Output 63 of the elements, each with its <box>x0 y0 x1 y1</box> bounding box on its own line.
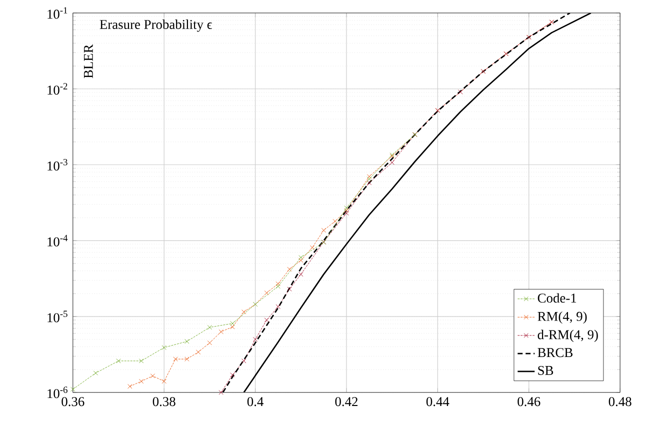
point <box>287 286 292 292</box>
point <box>150 373 156 378</box>
point <box>264 317 270 322</box>
legend-label: d-RM(4, 9) <box>538 330 598 342</box>
x-tick-label: 0.36 <box>62 396 84 406</box>
point <box>116 358 121 364</box>
point <box>344 205 349 210</box>
point <box>332 218 338 224</box>
point <box>366 176 372 182</box>
point <box>230 372 235 378</box>
point <box>207 340 212 346</box>
point <box>366 180 372 185</box>
point <box>252 336 258 342</box>
y-tick-label: 10$^{-2}$ <box>48 82 68 94</box>
point <box>162 378 166 384</box>
point <box>184 338 190 344</box>
point <box>298 254 304 260</box>
point <box>173 356 178 362</box>
point <box>321 228 326 232</box>
legend-label: BRCB <box>538 348 572 357</box>
point <box>230 320 235 326</box>
x-axis-title: Erasure Probability ϵ <box>100 19 212 32</box>
point <box>93 370 98 376</box>
point <box>344 210 349 216</box>
point <box>230 324 235 330</box>
point <box>138 358 144 364</box>
point <box>298 258 304 263</box>
point <box>287 266 292 272</box>
point <box>242 358 246 364</box>
y-axis-title: BLER <box>84 44 93 78</box>
point <box>138 378 144 384</box>
point <box>207 324 212 330</box>
y-tick-label: 10$^{-4}$ <box>48 234 68 246</box>
legend-label: RM(4, 9) <box>538 311 587 324</box>
point <box>298 272 304 277</box>
point <box>242 309 246 314</box>
x-tick-label: 0.46 <box>518 396 540 406</box>
point <box>366 174 372 179</box>
point <box>70 386 76 392</box>
point <box>196 350 201 354</box>
point <box>276 284 280 289</box>
point <box>276 281 280 286</box>
point <box>276 304 280 309</box>
point <box>344 208 349 213</box>
point <box>264 290 270 296</box>
legend-label: Code-1 <box>538 293 576 302</box>
point <box>184 356 190 362</box>
y-tick-label: 10$^{-1}$ <box>48 7 68 19</box>
x-tick-label: 0.42 <box>335 396 358 406</box>
legend-label: SB <box>538 366 554 375</box>
x-tick-label: 0.38 <box>152 396 176 406</box>
point <box>218 329 224 334</box>
point <box>390 160 394 165</box>
y-tick-label: 10$^{-5}$ <box>48 310 68 322</box>
x-tick-label: 0.48 <box>608 396 632 406</box>
point <box>310 245 315 250</box>
point <box>218 390 224 395</box>
x-tick-label: 0.44 <box>426 396 450 406</box>
y-tick-label: 10$^{-6}$ <box>48 386 68 398</box>
point <box>162 345 166 350</box>
x-tick-label: 0.4 <box>247 396 264 406</box>
y-tick-label: 10$^{-3}$ <box>48 158 68 170</box>
point <box>128 384 132 389</box>
